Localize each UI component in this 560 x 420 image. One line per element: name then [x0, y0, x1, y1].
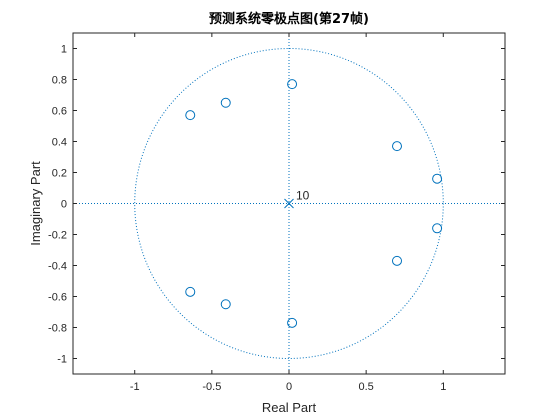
x-tick-label: -1: [130, 381, 140, 393]
y-axis-label: Imaginary Part: [28, 161, 43, 246]
zero-marker: [185, 110, 196, 121]
zero-marker: [392, 141, 402, 152]
y-tick-label: 0.8: [52, 75, 67, 87]
unit-circle: [134, 48, 444, 359]
zero-marker: [220, 97, 231, 108]
x-tick-label: 0: [286, 381, 292, 393]
y-tick-label: 0.4: [52, 137, 67, 149]
zero-marker: [392, 255, 402, 266]
y-tick-label: 0.2: [52, 168, 67, 180]
y-tick-label: 0: [61, 199, 67, 211]
y-tick-label: -1: [57, 354, 67, 366]
x-tick-label: 0.5: [358, 381, 373, 393]
zero-marker: [287, 79, 298, 90]
y-tick-label: -0.8: [48, 323, 67, 335]
y-tick-label: -0.6: [48, 292, 67, 304]
y-tick-label: 0.6: [52, 106, 67, 118]
y-tick-label: 1: [61, 44, 67, 56]
zero-marker: [432, 173, 443, 184]
zero-marker: [220, 299, 231, 310]
x-tick-label: -0.5: [202, 381, 221, 393]
zero-marker: [287, 317, 298, 328]
x-tick-label: 1: [440, 381, 446, 393]
zero-marker: [185, 286, 196, 297]
y-tick-label: -0.2: [48, 230, 67, 242]
x-axis-label: Real Part: [262, 400, 317, 415]
pole-multiplicity-label: 10: [296, 189, 310, 203]
chart-title: 预测系统零极点图(第27帧): [209, 11, 369, 27]
pole-marker: [284, 198, 294, 209]
y-tick-label: -0.4: [48, 261, 67, 273]
axis-ticks: -1 -0.5 0 0.5 1 -1 -0.8 -0.6 -0.4 -0.2 0 0.2 0.4 0.6 0…: [48, 33, 505, 393]
markers: 10: [185, 79, 443, 328]
plot-area: -1 -0.5 0 0.5 1 -1 -0.8 -0.6 -0.4 -0.2 0 0.2 0.4 0.6 0…: [48, 32, 506, 393]
zero-marker: [432, 223, 443, 234]
